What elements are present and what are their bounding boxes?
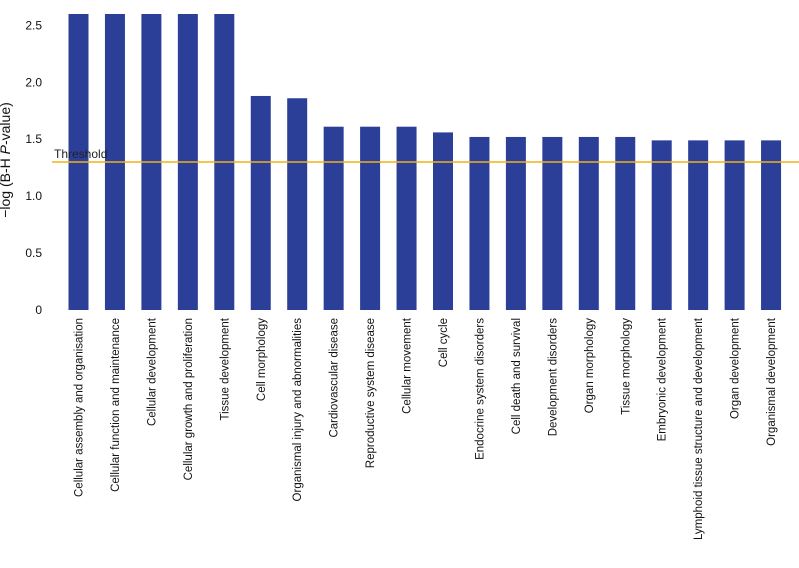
x-tick-label: Cellular function and maintenance [110,318,122,492]
x-tick-label: Organismal development [766,317,778,446]
x-tick-label: Cellular development [146,317,158,426]
x-tick-label: Tissue morphology [620,318,632,415]
x-tick-label: Embryonic development [657,317,669,441]
bar [505,136,526,310]
y-axis: 0 0.5 1.0 1.5 2.0 2.5 [25,18,42,317]
threshold-label: Threshold [54,147,107,161]
threshold: Threshold [52,147,799,163]
bar [688,140,709,310]
bar [578,136,599,310]
bar [651,140,672,310]
x-tick-label: Cardiovascular disease [329,318,341,438]
bar [360,126,381,310]
bar [542,136,563,310]
y-tick-label: 1.0 [25,189,42,203]
x-tick-label: Lymphoid tissue structure and developmen… [693,317,705,540]
bars-group [68,14,782,310]
y-tick-label: 2.0 [25,75,42,89]
bar [724,140,745,310]
y-tick-label: 2.5 [25,18,42,32]
y-tick-label: 0.5 [25,246,42,260]
x-tick-label: Organismal injury and abnormalities [292,318,304,502]
y-axis-title-italic: P [0,144,13,154]
y-tick-label: 1.5 [25,132,42,146]
x-tick-label: Endocrine system disorders [474,318,486,460]
bar [615,136,636,310]
bar [287,98,308,310]
x-tick-label: Cell death and survival [511,318,523,434]
x-tick-label: Development disorders [547,318,559,437]
bar [433,132,453,310]
bar [323,126,344,310]
bar [469,136,490,310]
x-tick-label: Cellular movement [402,317,414,414]
x-tick-label: Cellular assembly and organisation [74,318,86,497]
y-axis-title-suffix: -value) [0,102,13,145]
x-tick-label: Reproductive system disease [365,318,377,468]
x-tick-label: Organ development [730,317,742,419]
x-tick-label: Cellular growth and proliferation [183,318,195,480]
bar [396,126,417,310]
bar [250,95,271,310]
y-tick-label: 0 [35,303,42,317]
y-axis-title: −log (B-H P-value) [0,102,13,218]
x-tick-label: Cell morphology [256,318,268,401]
x-tick-label: Cell cycle [438,318,450,367]
x-axis: Cellular assembly and organisation Cellul… [74,317,779,540]
x-tick-label: Organ morphology [584,318,596,413]
bar [761,140,782,310]
x-tick-label: Tissue development [219,317,231,420]
y-axis-title-prefix: −log (B-H [0,154,13,217]
